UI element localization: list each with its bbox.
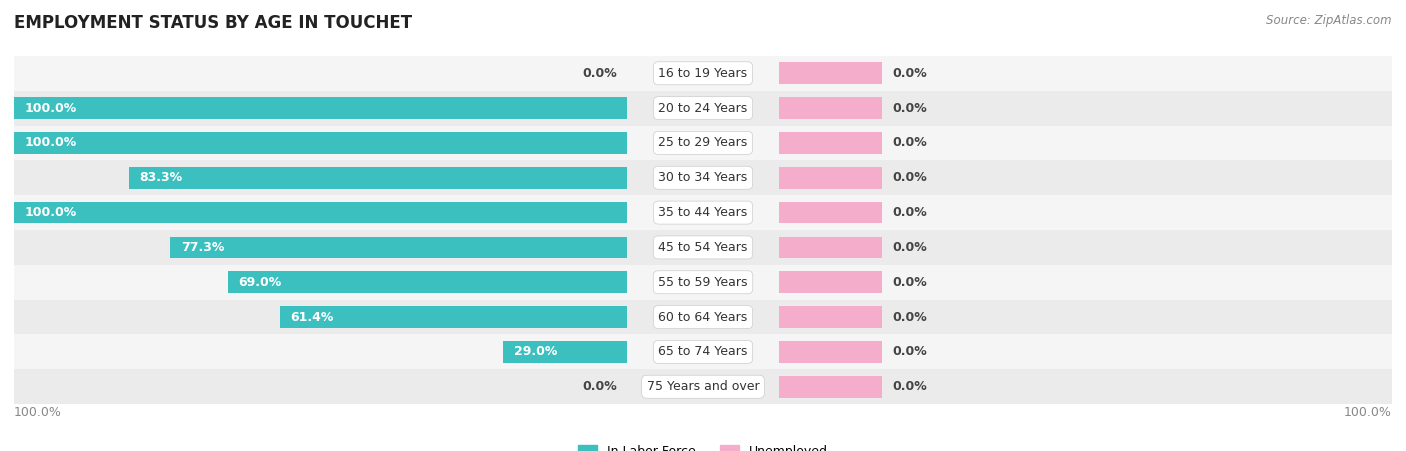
Text: 55 to 59 Years: 55 to 59 Years <box>658 276 748 289</box>
Bar <box>14 230 1392 265</box>
Bar <box>779 63 882 84</box>
Bar <box>503 341 627 363</box>
Text: 0.0%: 0.0% <box>893 206 927 219</box>
Text: 100.0%: 100.0% <box>1344 406 1392 419</box>
Bar <box>779 167 882 189</box>
Text: 100.0%: 100.0% <box>24 137 77 149</box>
Bar <box>14 56 1392 91</box>
Text: 65 to 74 Years: 65 to 74 Years <box>658 345 748 359</box>
Text: 30 to 34 Years: 30 to 34 Years <box>658 171 748 184</box>
Bar <box>779 237 882 258</box>
Bar <box>14 125 1392 161</box>
Text: 0.0%: 0.0% <box>893 276 927 289</box>
Bar <box>14 202 627 223</box>
Bar <box>779 132 882 154</box>
Bar <box>14 91 1392 125</box>
Bar <box>779 272 882 293</box>
Text: 0.0%: 0.0% <box>893 101 927 115</box>
Bar <box>14 369 1392 404</box>
Bar <box>14 299 1392 335</box>
Bar <box>14 132 627 154</box>
Bar <box>779 202 882 223</box>
Bar <box>280 306 627 328</box>
Bar <box>14 335 1392 369</box>
Text: 77.3%: 77.3% <box>181 241 224 254</box>
Text: 61.4%: 61.4% <box>290 311 333 323</box>
Text: 45 to 54 Years: 45 to 54 Years <box>658 241 748 254</box>
Text: 25 to 29 Years: 25 to 29 Years <box>658 137 748 149</box>
Bar <box>228 272 627 293</box>
Bar <box>170 237 627 258</box>
Text: 0.0%: 0.0% <box>893 380 927 393</box>
Text: 60 to 64 Years: 60 to 64 Years <box>658 311 748 323</box>
Text: 100.0%: 100.0% <box>24 206 77 219</box>
Bar <box>779 306 882 328</box>
Text: EMPLOYMENT STATUS BY AGE IN TOUCHET: EMPLOYMENT STATUS BY AGE IN TOUCHET <box>14 14 412 32</box>
Text: 35 to 44 Years: 35 to 44 Years <box>658 206 748 219</box>
Legend: In Labor Force, Unemployed: In Labor Force, Unemployed <box>572 440 834 451</box>
Text: 75 Years and over: 75 Years and over <box>647 380 759 393</box>
Bar <box>14 195 1392 230</box>
Text: 0.0%: 0.0% <box>893 137 927 149</box>
Text: 69.0%: 69.0% <box>238 276 281 289</box>
Text: 100.0%: 100.0% <box>14 406 62 419</box>
Text: 83.3%: 83.3% <box>139 171 183 184</box>
Text: 29.0%: 29.0% <box>513 345 557 359</box>
Bar <box>14 97 627 119</box>
Text: 0.0%: 0.0% <box>893 171 927 184</box>
Text: 20 to 24 Years: 20 to 24 Years <box>658 101 748 115</box>
Bar <box>779 376 882 397</box>
Text: 0.0%: 0.0% <box>893 241 927 254</box>
Text: 16 to 19 Years: 16 to 19 Years <box>658 67 748 80</box>
Text: 0.0%: 0.0% <box>893 311 927 323</box>
Bar <box>14 161 1392 195</box>
Bar <box>779 97 882 119</box>
Text: 0.0%: 0.0% <box>893 67 927 80</box>
Text: 100.0%: 100.0% <box>24 101 77 115</box>
Text: 0.0%: 0.0% <box>582 67 617 80</box>
Bar <box>779 341 882 363</box>
Text: 0.0%: 0.0% <box>893 345 927 359</box>
Bar <box>14 265 1392 299</box>
Text: 0.0%: 0.0% <box>582 380 617 393</box>
Text: Source: ZipAtlas.com: Source: ZipAtlas.com <box>1267 14 1392 27</box>
Bar <box>129 167 627 189</box>
